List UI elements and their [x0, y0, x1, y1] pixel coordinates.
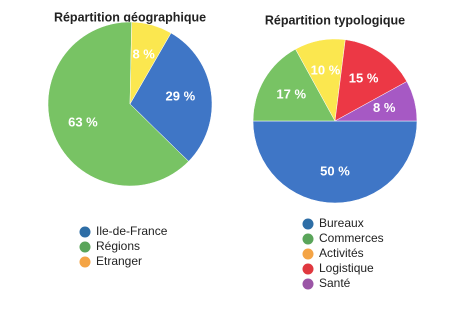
- legend-label: Etranger: [96, 254, 142, 268]
- legend-swatch: [302, 278, 314, 290]
- value-label: 8 %: [373, 100, 396, 115]
- pie-slice: [47, 21, 189, 187]
- legend-swatch: [302, 233, 314, 245]
- legend-label: Activités: [319, 246, 364, 260]
- value-label: 50 %: [320, 163, 350, 178]
- chart-title: Répartition géographique: [54, 10, 206, 24]
- legend-label: Ile-de-France: [96, 224, 168, 238]
- pie-slice: [129, 21, 172, 105]
- pie-slice: [334, 81, 418, 122]
- legend-label: Régions: [96, 239, 140, 253]
- legend-swatch: [79, 241, 91, 253]
- legend-label: Commerces: [319, 231, 384, 245]
- value-label: 8 %: [132, 46, 155, 61]
- value-label: 15 %: [349, 70, 379, 85]
- legend-label: Logistique: [319, 261, 374, 275]
- value-label: 17 %: [276, 87, 306, 102]
- pie-slice: [334, 39, 408, 122]
- legend-label: Bureaux: [319, 216, 364, 230]
- legend-swatch: [302, 263, 314, 275]
- value-label: 63 %: [68, 115, 98, 130]
- value-label: 29 %: [166, 89, 196, 104]
- legend-swatch: [79, 226, 91, 238]
- chart-title: Répartition typologique: [265, 13, 405, 27]
- value-label: 10 %: [311, 62, 341, 77]
- legend-label: Santé: [319, 276, 351, 290]
- pie-slice: [129, 32, 213, 162]
- pie-slice: [252, 120, 418, 204]
- legend-swatch: [302, 218, 314, 230]
- legend-swatch: [302, 248, 314, 260]
- pie-slice: [252, 48, 336, 122]
- legend-swatch: [79, 256, 91, 268]
